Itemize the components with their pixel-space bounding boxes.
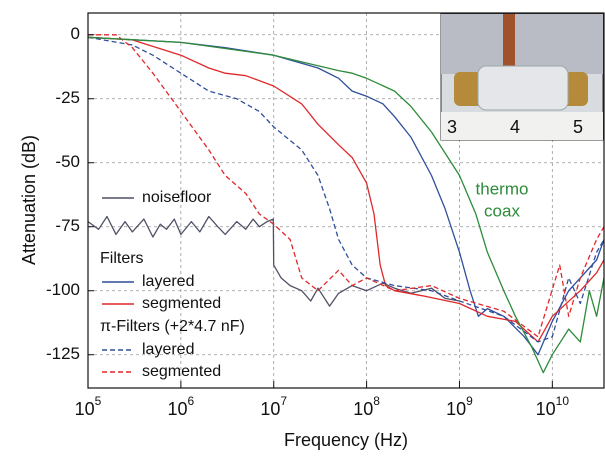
series-line — [88, 215, 460, 307]
y-tick-label: -25 — [55, 88, 80, 107]
tick-exponent: 9 — [466, 394, 473, 408]
series-line — [88, 36, 604, 356]
legend-label: segmented — [142, 295, 221, 312]
y-tick-label: -125 — [46, 344, 80, 363]
tick-exponent: 7 — [280, 394, 287, 408]
x-axis-title: Frequency (Hz) — [284, 430, 408, 450]
legend-label: layered — [142, 341, 194, 358]
x-tick-label: 109 — [446, 394, 473, 419]
tick-base: 10 — [168, 399, 188, 419]
series-line — [88, 34, 604, 338]
tick-exponent: 10 — [556, 394, 570, 408]
tick-base: 10 — [446, 399, 466, 419]
tick-base: 10 — [75, 399, 95, 419]
y-tick-label: -100 — [46, 280, 80, 299]
y-tick-label: -50 — [55, 152, 80, 171]
series-line — [88, 36, 604, 343]
legend-label: layered — [142, 273, 194, 290]
legend-label: noisefloor — [142, 189, 212, 206]
tick-exponent: 8 — [373, 394, 380, 408]
legend-label: segmented — [142, 363, 221, 380]
tick-base: 10 — [260, 399, 280, 419]
inset-tape — [477, 65, 569, 111]
plot-frame — [87, 12, 605, 389]
inset-wire — [503, 14, 515, 74]
annotation: coax — [484, 201, 520, 220]
tick-exponent: 6 — [188, 394, 195, 408]
inset-photo: 3 4 5 — [440, 13, 604, 141]
x-tick-label: 107 — [260, 394, 287, 419]
tick-base: 10 — [536, 399, 556, 419]
y-tick-label: 0 — [71, 24, 80, 43]
inset-background — [441, 14, 603, 74]
x-tick-label: 108 — [353, 394, 380, 419]
legend-heading: π-Filters (+2*4.7 nF) — [100, 318, 245, 335]
x-tick-label: 106 — [168, 394, 195, 419]
x-tick-label: 1010 — [536, 394, 570, 419]
ruler-labels: 3 4 5 — [447, 117, 583, 137]
y-tick-label: -75 — [55, 216, 80, 235]
x-tick-label: 105 — [75, 394, 102, 419]
lines — [88, 34, 604, 374]
annotation: thermo — [476, 179, 529, 198]
tick-base: 10 — [353, 399, 373, 419]
tick-exponent: 5 — [95, 394, 102, 408]
y-axis-title: Attenuation (dB) — [19, 135, 39, 265]
ruler-label: 4 — [510, 117, 520, 137]
legend-heading: Filters — [100, 250, 144, 267]
ruler-label: 5 — [573, 117, 583, 137]
series-line — [88, 36, 604, 374]
inset-ruler — [441, 112, 603, 140]
ruler-label: 3 — [447, 117, 457, 137]
